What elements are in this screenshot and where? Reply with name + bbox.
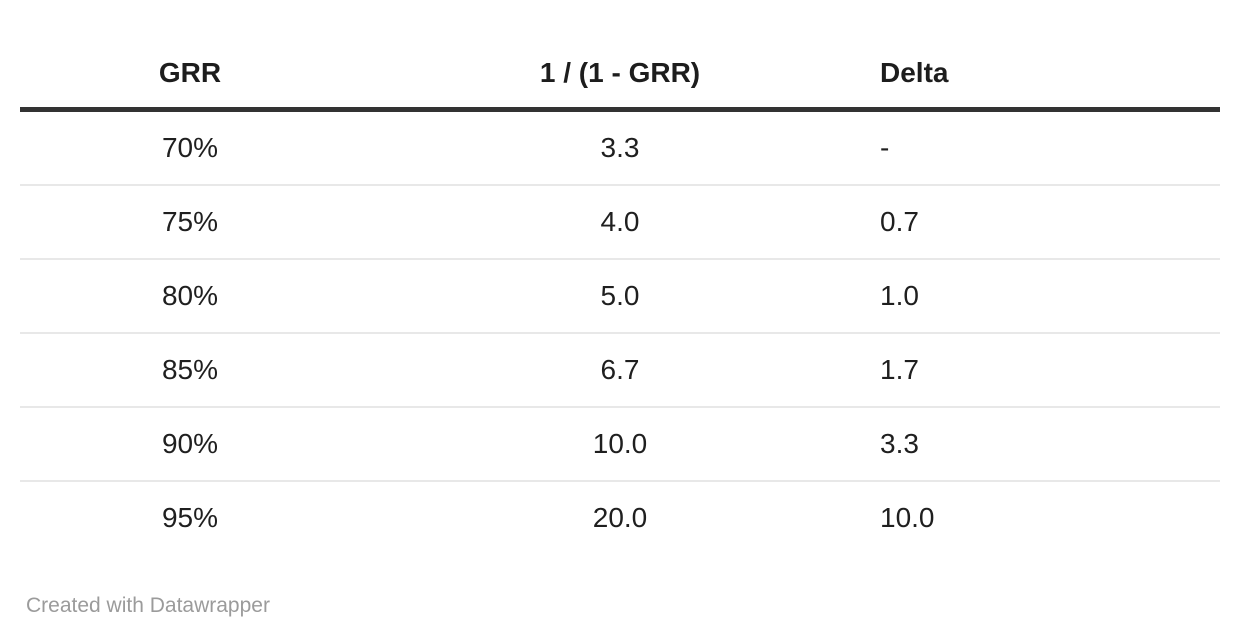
cell-inverse: 3.3 (360, 109, 880, 186)
cell-inverse: 20.0 (592, 502, 648, 533)
header-row: GRR 1 / (1 - GRR) Delta (20, 38, 1220, 112)
cell-delta: 1.7 (880, 333, 1220, 408)
table-header: GRR 1 / (1 - GRR) Delta (20, 38, 1220, 112)
cell-grr: 90% (20, 407, 360, 482)
cell-delta: 1.0 (880, 259, 1220, 334)
cell-delta: 0.7 (880, 185, 1220, 260)
table-body: 70% 3.3 - 75% 4.0 0.7 80% 5.0 1.0 85% 6.… (20, 109, 1220, 555)
cell-grr: 85% (20, 333, 360, 408)
cell-inverse: 5.0 (360, 259, 880, 334)
cell-delta: - (880, 109, 1220, 186)
cell-delta: 10.0 (880, 502, 935, 533)
cell-delta: 3.3 (880, 407, 1220, 482)
datawrapper-credit-link[interactable]: Created with Datawrapper (26, 594, 270, 617)
column-header-grr: GRR (20, 38, 360, 112)
table-row: 85% 6.7 1.7 (20, 333, 1220, 408)
cell-grr: 70% (20, 109, 360, 186)
table-row: 75% 4.0 0.7 (20, 185, 1220, 260)
cell-grr: 75% (20, 185, 360, 260)
table-row: 90% 10.0 3.3 (20, 407, 1220, 482)
table-row: 70% 3.3 - (20, 109, 1220, 186)
cell-grr: 80% (20, 259, 360, 334)
grr-table: GRR 1 / (1 - GRR) Delta 70% 3.3 - 75% 4.… (20, 38, 1220, 554)
cell-inverse: 6.7 (360, 333, 880, 408)
column-header-inverse: 1 / (1 - GRR) (360, 38, 880, 112)
cell-inverse: 10.0 (360, 407, 880, 482)
table-row: 80% 5.0 1.0 (20, 259, 1220, 334)
table-row: 95% 20.0 10.0 (20, 481, 1220, 554)
cell-grr: 95% (161, 502, 219, 533)
cell-inverse: 4.0 (360, 185, 880, 260)
column-header-delta: Delta (880, 38, 1220, 112)
